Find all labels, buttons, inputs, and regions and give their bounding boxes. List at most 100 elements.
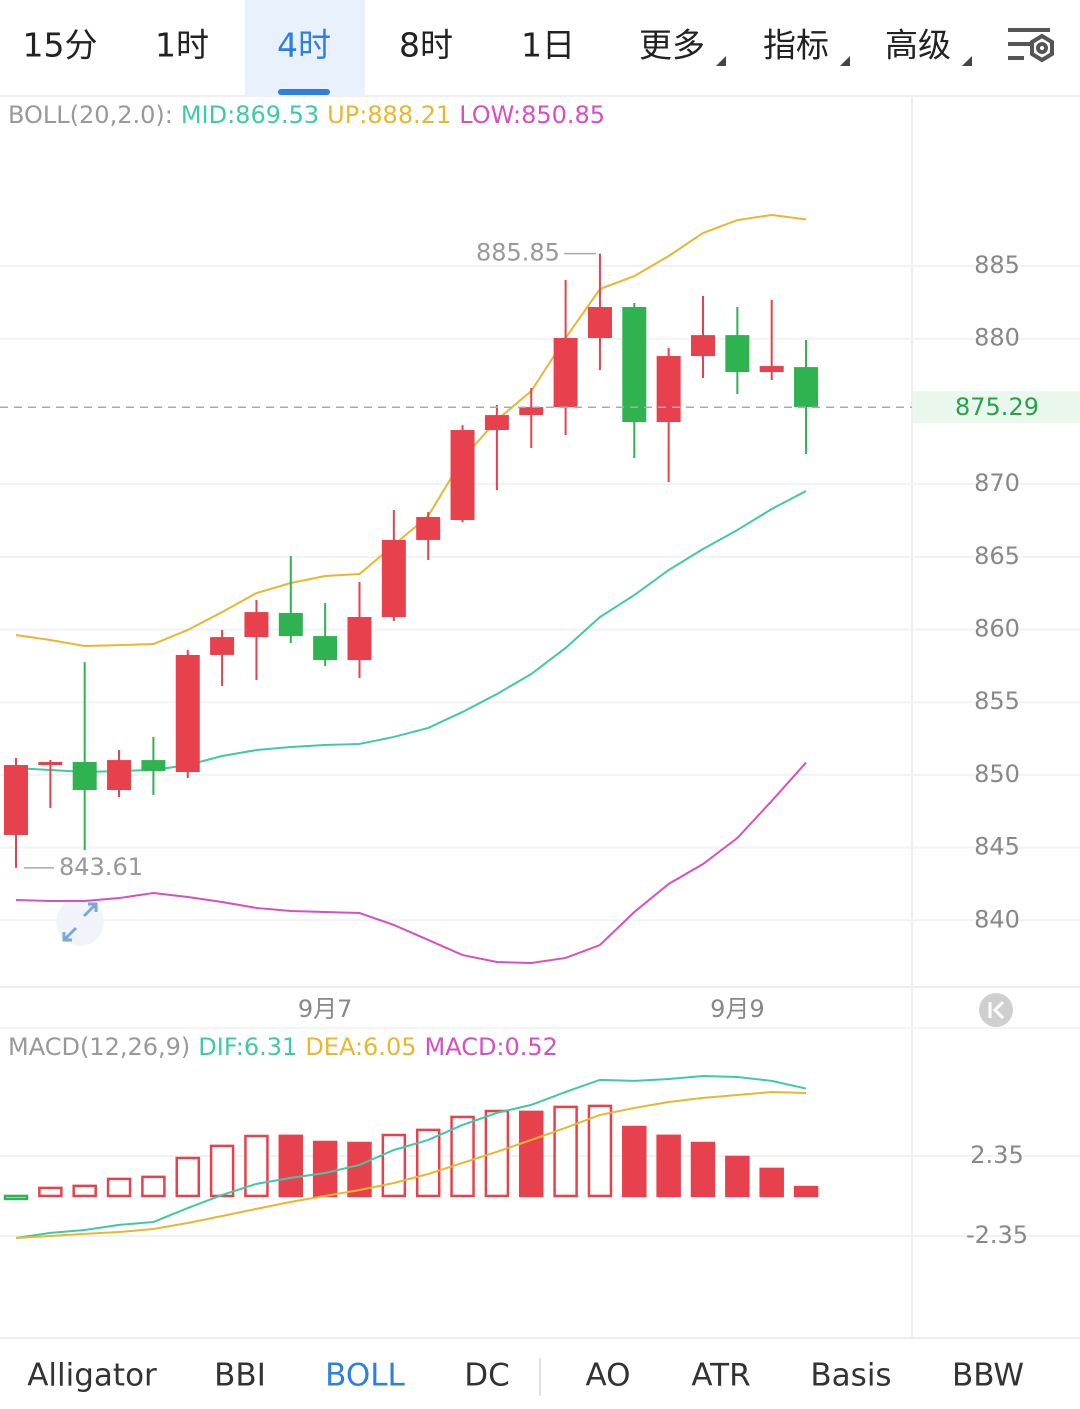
icon-gear-hole — [1036, 42, 1048, 54]
icon-glyph — [988, 1000, 1005, 1020]
candle-body — [244, 612, 269, 638]
icon-gear — [1030, 33, 1054, 63]
macd-bar — [175, 1156, 200, 1198]
candle-body — [587, 307, 612, 339]
candle-body — [519, 407, 544, 416]
indicator-line — [15, 761, 807, 965]
candle-body — [484, 415, 509, 431]
icon-arrows — [62, 902, 98, 942]
indicator-tab[interactable]: BBW — [952, 1358, 1024, 1394]
legend-item: MACD:0.52 — [424, 1033, 557, 1061]
indicator-line — [15, 1074, 807, 1239]
indicator-tab[interactable]: AO — [585, 1358, 630, 1394]
time-tab[interactable]: 8时 — [399, 26, 453, 65]
legend-item: DIF:6.31 — [198, 1033, 297, 1061]
time-tab[interactable]: 4时 — [277, 26, 331, 65]
macd-bar — [484, 1109, 510, 1198]
candle-body — [278, 612, 303, 637]
candle-body — [313, 636, 338, 661]
macd-bar — [209, 1144, 235, 1198]
time-tab[interactable]: 更多 — [639, 26, 705, 65]
active-tab-underline — [278, 89, 330, 95]
candle-body — [794, 367, 819, 408]
time-tab[interactable]: 15分 — [23, 26, 98, 65]
last-price-bg — [913, 391, 1080, 424]
macd-bar — [450, 1115, 475, 1198]
macd-bar — [759, 1167, 784, 1198]
macd-bar — [72, 1184, 97, 1198]
settings-icon[interactable] — [1008, 28, 1054, 63]
y-tick-label: 840 — [974, 905, 1020, 933]
time-tab[interactable]: 1日 — [521, 26, 575, 65]
candle-body — [347, 617, 372, 661]
indicator-tab[interactable]: BOLL — [325, 1358, 405, 1394]
macd-bar — [3, 1194, 29, 1201]
candle-body — [107, 760, 132, 791]
y-tick-label: 855 — [974, 687, 1020, 715]
macd-bar — [312, 1140, 338, 1198]
dropdown-arrow — [716, 56, 726, 66]
candle-body — [450, 430, 475, 521]
candle-body — [141, 760, 166, 771]
macd-bar — [141, 1175, 166, 1198]
dropdown-arrow — [840, 56, 850, 66]
dropdown-arrow — [962, 56, 972, 66]
macd-bar — [244, 1134, 269, 1198]
candle-body — [4, 765, 28, 835]
macd-bar — [793, 1185, 819, 1198]
candle-body — [381, 539, 406, 618]
expand-icon[interactable] — [56, 898, 104, 946]
active-tab-bg — [245, 0, 365, 95]
indicator-legend: BOLL(20,2.0): MID:869.53 UP:888.21 LOW:850.… — [8, 101, 605, 129]
macd-bar — [553, 1105, 578, 1198]
macd-bar — [415, 1128, 441, 1198]
macd-bar — [622, 1125, 647, 1198]
y-tick-label: -2.35 — [966, 1221, 1028, 1249]
indicator-line — [15, 213, 807, 647]
indicator-tab[interactable]: BBI — [214, 1358, 266, 1394]
candle-body — [553, 338, 578, 408]
macd-bar — [725, 1155, 750, 1198]
macd-bar — [347, 1141, 372, 1198]
x-tick-label: 9月7 — [298, 995, 353, 1023]
macd-bar — [278, 1134, 304, 1198]
macd-bar — [381, 1133, 407, 1198]
indicator-tab[interactable]: Alligator — [27, 1358, 157, 1394]
macd-bar — [690, 1141, 716, 1198]
candle-body — [38, 761, 63, 766]
extreme-marker-label: 885.85 — [476, 239, 560, 267]
latest-button[interactable] — [979, 993, 1013, 1027]
time-tab[interactable]: 指标 — [763, 26, 829, 65]
extreme-marker-label: 843.61 — [59, 853, 143, 881]
legend-item: LOW:850.85 — [459, 101, 605, 129]
candle-body — [210, 637, 235, 655]
y-tick-label: 850 — [974, 760, 1020, 788]
candle-body — [416, 516, 441, 540]
y-tick-label: 845 — [974, 833, 1020, 861]
legend-title: MACD(12,26,9) — [8, 1033, 190, 1061]
indicator-tab[interactable]: DC — [464, 1358, 510, 1394]
legend-item: DEA:6.05 — [305, 1033, 416, 1061]
x-tick-label: 9月9 — [710, 995, 765, 1023]
y-tick-label: 885 — [974, 251, 1020, 279]
candle-body — [175, 654, 200, 773]
candle-body — [759, 366, 784, 373]
candle-body — [656, 356, 681, 423]
time-tab[interactable]: 高级 — [885, 26, 951, 65]
macd-bar — [519, 1110, 544, 1198]
indicator-tab[interactable]: ATR — [691, 1358, 750, 1394]
y-tick-label: 870 — [974, 469, 1020, 497]
y-tick-label: 880 — [974, 324, 1020, 352]
legend-item: UP:888.21 — [327, 101, 451, 129]
candle-body — [622, 307, 647, 423]
macd-bar — [587, 1104, 613, 1198]
y-tick-label: 860 — [974, 615, 1020, 643]
indicator-tab[interactable]: Basis — [810, 1358, 891, 1394]
y-tick-label: 865 — [974, 542, 1020, 570]
last-price-label: 875.29 — [955, 393, 1039, 421]
macd-bar — [38, 1186, 63, 1198]
macd-bar — [106, 1177, 132, 1198]
time-tab[interactable]: 1时 — [155, 26, 209, 65]
